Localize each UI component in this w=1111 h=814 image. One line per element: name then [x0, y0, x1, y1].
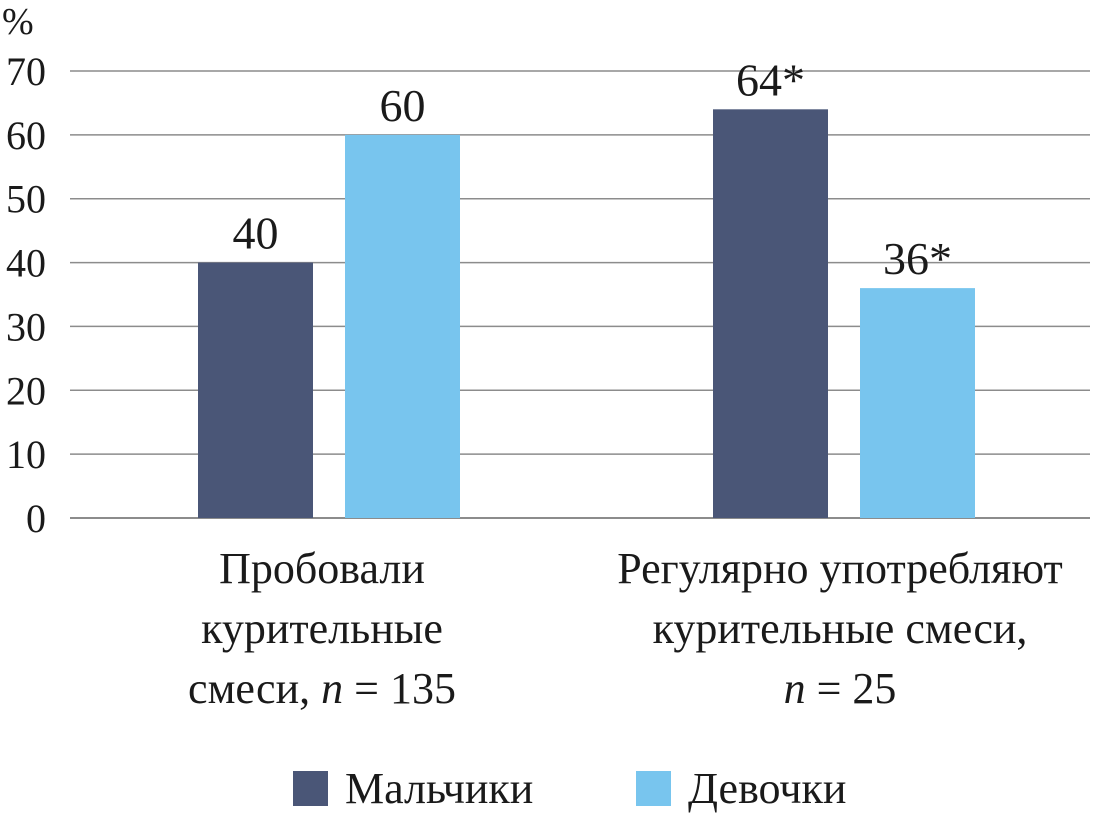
- bar-girls-1: [345, 134, 460, 518]
- category-labels: Пробовали курительные смеси, n = 135 Регуля…: [188, 544, 1063, 713]
- category-label-line: смеси, n = 135: [188, 664, 456, 713]
- category-label-line: курительные смеси,: [653, 604, 1028, 653]
- category-label-run: n: [784, 664, 806, 713]
- category-label-run: курительные: [201, 604, 443, 653]
- category-label-run: Пробовали: [219, 544, 425, 593]
- legend-label: Девочки: [688, 764, 846, 813]
- bars: [198, 109, 975, 519]
- y-tick-label: 30: [6, 304, 46, 349]
- category-label-line: Пробовали: [219, 544, 425, 593]
- data-label: 64*: [736, 54, 805, 105]
- y-tick-label: 70: [6, 49, 46, 94]
- category-label-run: = 135: [343, 664, 456, 713]
- y-tick-label: 10: [6, 432, 46, 477]
- data-label: 40: [233, 208, 279, 259]
- category-label-line: Регулярно употребляют: [617, 544, 1063, 593]
- category-label-run: = 25: [806, 664, 897, 713]
- data-label: 60: [380, 80, 426, 131]
- y-tick-label: 50: [6, 177, 46, 222]
- y-tick-label: 60: [6, 113, 46, 158]
- category-label-run: курительные смеси,: [653, 604, 1028, 653]
- bar-boys-1: [198, 262, 313, 518]
- legend-swatch: [636, 771, 671, 806]
- category-label-run: Регулярно употребляют: [617, 544, 1063, 593]
- y-tick-label: 40: [6, 241, 46, 286]
- y-axis-ticks: 0 10 20 30 40 50 60 70: [6, 49, 46, 541]
- y-tick-label: 0: [26, 496, 46, 541]
- y-axis-unit-label: %: [2, 1, 34, 43]
- category-label-run: смеси,: [188, 664, 321, 713]
- category-label-line: курительные: [201, 604, 443, 653]
- category-label-run: n: [321, 664, 343, 713]
- category-label-line: n = 25: [784, 664, 897, 713]
- legend-swatch: [293, 771, 328, 806]
- legend-label: Мальчики: [345, 764, 533, 813]
- legend: Мальчики Девочки: [293, 764, 846, 813]
- bar-boys-2: [713, 109, 828, 519]
- y-tick-label: 20: [6, 368, 46, 413]
- data-labels: 40 64* 60 36*: [233, 54, 953, 284]
- data-label: 36*: [883, 233, 952, 284]
- bar-girls-2: [860, 288, 975, 518]
